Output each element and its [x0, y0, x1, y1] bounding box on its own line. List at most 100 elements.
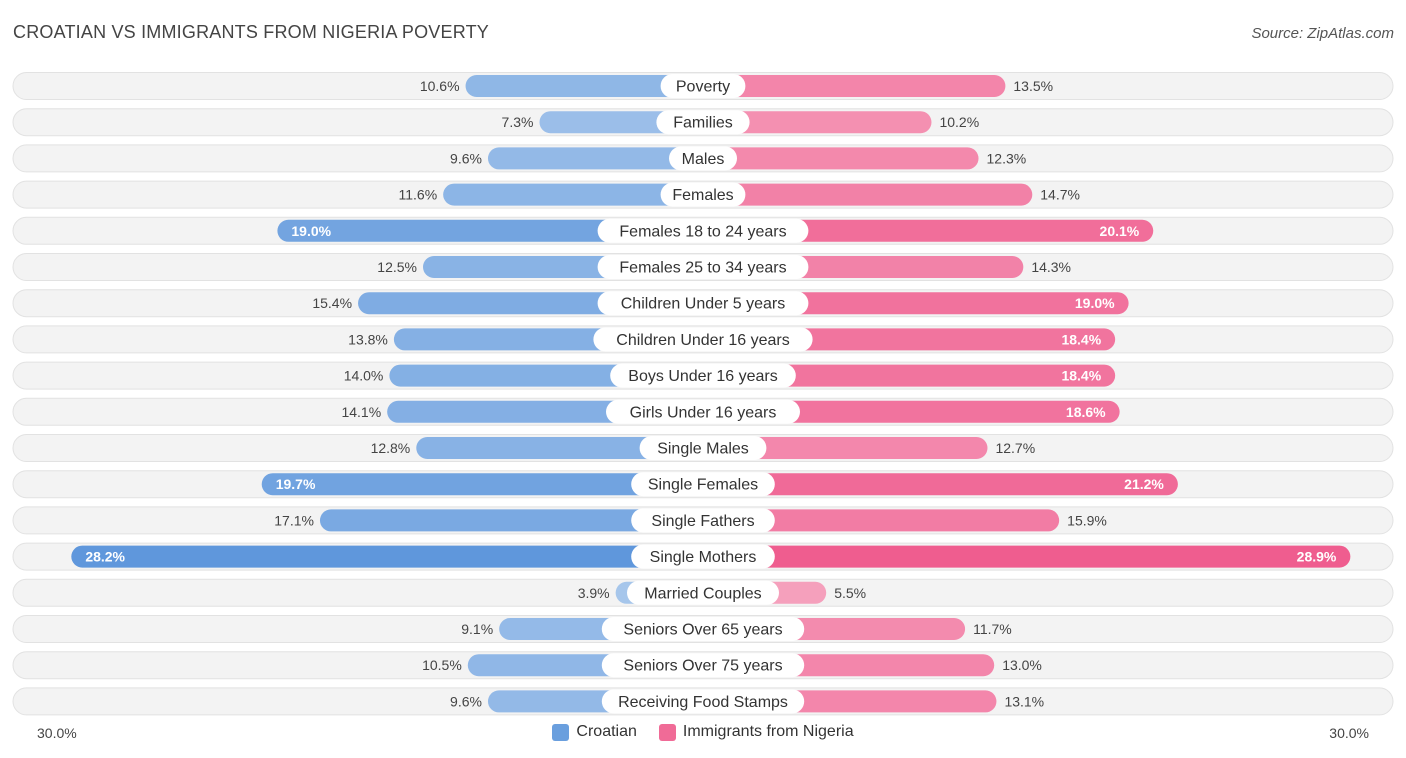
legend-item-nigeria[interactable]: Immigrants from Nigeria: [658, 723, 854, 741]
chart-title: CROATIAN VS IMMIGRANTS FROM NIGERIA POVE…: [13, 22, 489, 42]
category-label: Males: [682, 151, 725, 168]
value-label-nigeria: 14.3%: [1031, 259, 1071, 275]
value-label-croatian: 7.3%: [502, 114, 534, 130]
value-label-nigeria: 14.7%: [1040, 187, 1080, 203]
category-pill: [597, 291, 809, 316]
value-label-croatian: 10.6%: [420, 78, 460, 94]
value-label-nigeria: 10.2%: [939, 114, 979, 130]
category-label: Children Under 5 years: [621, 296, 786, 313]
category-label: Females: [672, 187, 733, 204]
bar-nigeria[interactable]: [692, 400, 1120, 423]
category-label: Receiving Food Stamps: [618, 694, 788, 711]
value-label-nigeria: 19.0%: [1075, 295, 1115, 311]
category-pill: [627, 580, 779, 605]
value-label-croatian: 12.5%: [377, 259, 417, 275]
category-pill: [656, 110, 750, 135]
bar-croatian[interactable]: [443, 183, 714, 206]
axis-right-label: 30.0%: [1329, 725, 1369, 741]
category-pill: [631, 544, 775, 569]
value-label-croatian: 19.0%: [291, 223, 331, 239]
legend-swatch-croatian: [552, 723, 570, 741]
legend-swatch-nigeria: [658, 723, 676, 741]
category-label: Single Fathers: [651, 513, 754, 530]
source-label: Source: ZipAtlas.com: [1251, 25, 1394, 42]
legend-label-nigeria: Immigrants from Nigeria: [682, 723, 854, 740]
bar-croatian[interactable]: [465, 75, 714, 97]
value-label-nigeria: 13.1%: [1004, 693, 1044, 709]
bar-nigeria[interactable]: [692, 437, 988, 459]
category-label: Poverty: [676, 79, 730, 96]
value-label-nigeria: 18.4%: [1061, 331, 1101, 347]
category-pill: [631, 472, 775, 497]
category-label: Children Under 16 years: [616, 332, 789, 349]
category-label: Seniors Over 75 years: [623, 658, 782, 675]
value-label-nigeria: 21.2%: [1124, 476, 1164, 492]
legend-item-croatian[interactable]: Croatian: [552, 723, 637, 741]
bar-croatian[interactable]: [71, 545, 714, 568]
bar-nigeria[interactable]: [692, 147, 979, 170]
value-label-croatian: 15.4%: [312, 295, 352, 311]
value-label-croatian: 9.1%: [461, 621, 493, 637]
legend: Croatian Immigrants from Nigeria: [0, 723, 1406, 741]
category-pill: [601, 653, 805, 678]
category-label: Families: [673, 115, 733, 132]
category-label: Females 18 to 24 years: [619, 223, 786, 240]
value-label-nigeria: 15.9%: [1067, 512, 1107, 528]
category-pill: [660, 74, 746, 98]
category-pill: [593, 327, 813, 352]
bar-nigeria[interactable]: [692, 219, 1154, 242]
value-label-croatian: 14.1%: [341, 404, 381, 420]
category-pill: [669, 146, 737, 171]
category-pill: [606, 399, 800, 424]
value-label-nigeria: 18.6%: [1066, 404, 1106, 420]
category-pill: [601, 689, 805, 714]
value-label-nigeria: 5.5%: [834, 585, 866, 601]
value-label-nigeria: 20.1%: [1100, 223, 1140, 239]
value-label-croatian: 12.8%: [371, 440, 411, 456]
bar-nigeria[interactable]: [692, 545, 1351, 568]
bar-nigeria[interactable]: [692, 75, 1006, 97]
value-label-croatian: 10.5%: [422, 657, 462, 673]
category-pill: [660, 182, 746, 207]
bar-croatian[interactable]: [487, 147, 714, 170]
value-label-croatian: 9.6%: [450, 693, 482, 709]
legend-label-croatian: Croatian: [576, 723, 637, 740]
bar-croatian[interactable]: [319, 509, 714, 532]
value-label-nigeria: 11.7%: [973, 621, 1012, 637]
value-label-croatian: 11.6%: [398, 187, 437, 203]
value-label-croatian: 3.9%: [578, 585, 610, 601]
bar-nigeria[interactable]: [692, 364, 1116, 387]
value-label-croatian: 14.0%: [344, 368, 384, 384]
category-pill: [610, 363, 796, 388]
bar-nigeria[interactable]: [692, 509, 1060, 532]
category-label: Seniors Over 65 years: [623, 622, 782, 639]
value-label-croatian: 28.2%: [85, 549, 125, 565]
value-label-nigeria: 12.7%: [995, 440, 1035, 456]
value-label-nigeria: 13.0%: [1002, 657, 1042, 673]
category-label: Single Females: [648, 477, 758, 494]
value-label-nigeria: 18.4%: [1061, 368, 1101, 384]
category-pill: [597, 255, 809, 279]
category-label: Single Mothers: [650, 549, 757, 566]
value-label-nigeria: 13.5%: [1013, 78, 1053, 94]
value-label-nigeria: 28.9%: [1297, 549, 1337, 565]
value-label-croatian: 17.1%: [274, 512, 314, 528]
bar-nigeria[interactable]: [692, 183, 1033, 206]
category-pill: [639, 436, 767, 460]
value-label-croatian: 19.7%: [276, 476, 316, 492]
bar-croatian[interactable]: [416, 437, 714, 459]
bar-nigeria[interactable]: [692, 111, 932, 134]
bar-nigeria[interactable]: [692, 473, 1178, 496]
bar-croatian[interactable]: [261, 473, 714, 496]
category-label: Single Males: [657, 441, 749, 458]
category-label: Females 25 to 34 years: [619, 260, 786, 277]
category-label: Boys Under 16 years: [628, 368, 777, 385]
category-pill: [597, 218, 809, 243]
value-label-nigeria: 12.3%: [987, 150, 1027, 166]
category-label: Married Couples: [644, 585, 761, 602]
axis-left-label: 30.0%: [37, 725, 77, 741]
category-pill: [601, 617, 805, 641]
value-label-croatian: 13.8%: [348, 331, 388, 347]
category-pill: [631, 508, 775, 533]
